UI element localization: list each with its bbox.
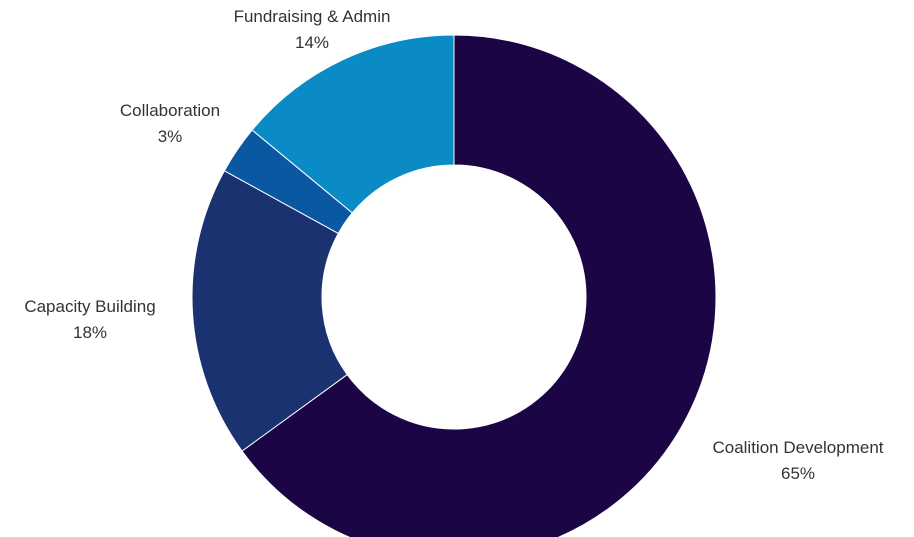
value-label-fundraising-and-admin: 14%	[295, 33, 329, 52]
slice-capacity-building	[191, 170, 348, 452]
value-label-collaboration: 3%	[158, 127, 183, 146]
label-fundraising-and-admin: Fundraising & Admin	[234, 7, 391, 26]
slice-coalition-development	[241, 34, 717, 537]
label-coalition-development: Coalition Development	[712, 438, 883, 457]
label-collaboration: Collaboration	[120, 101, 220, 120]
donut-slices	[191, 34, 717, 537]
value-label-coalition-development: 65%	[781, 464, 815, 483]
label-capacity-building: Capacity Building	[24, 297, 155, 316]
slice-labels: Coalition Development 65% Capacity Buildin…	[24, 7, 883, 483]
value-label-capacity-building: 18%	[73, 323, 107, 342]
slice-fundraising-and-admin	[251, 34, 455, 214]
